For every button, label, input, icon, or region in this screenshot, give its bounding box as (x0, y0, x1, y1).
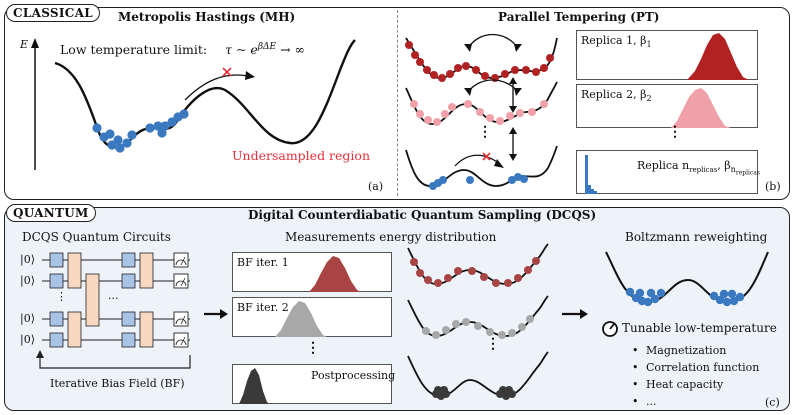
arrow-to-reweight-head (580, 309, 588, 319)
replica1-hist: Replica 1, β1 (576, 30, 758, 80)
observables-list: Magnetization Correlation function Heat … (632, 342, 759, 410)
replica1-label-sub: 1 (646, 40, 652, 50)
observable-more: ... (632, 393, 759, 410)
replica2-label: Replica 2, β2 (581, 88, 652, 103)
post-hist-chart (239, 368, 269, 404)
pt-replica2-landscape (405, 81, 558, 126)
observable-magnetization: Magnetization (632, 342, 759, 359)
energy-axis-arrow (31, 38, 39, 48)
low-temp-label: Low temperature limit: (60, 42, 208, 58)
mh-blocked-x-icon (222, 67, 232, 77)
ket-1: |0⟩ (20, 253, 35, 266)
gauge-icon (602, 321, 618, 337)
replica1-label-text: Replica 1, β (581, 34, 647, 47)
arrow-circuit-to-hist-head (220, 309, 228, 319)
classical-divider (397, 10, 398, 196)
replica2-label-text: Replica 2, β (581, 88, 647, 101)
replica1-label: Replica 1, β1 (581, 34, 652, 49)
panel-label-a: (a) (368, 180, 384, 193)
panel-label-c: (c) (765, 396, 780, 409)
ket-3: |0⟩ (20, 312, 35, 325)
pt-hist-dots: ⋮ (668, 124, 682, 140)
low-temp-tail: → ∞ (280, 42, 305, 58)
post-label: Postprocessing (311, 369, 396, 382)
undersampled-label: Undersampled region (232, 148, 371, 163)
bf1-hist: BF iter. 1 (232, 252, 392, 292)
measurements-heading: Measurements energy distribution (285, 230, 497, 244)
post-hist: Postprocessing (232, 364, 396, 404)
replica2-hist: Replica 2, β2 (576, 84, 758, 128)
low-temp-formula: τ ~ e (225, 42, 258, 58)
classical-tag: CLASSICAL (6, 4, 100, 22)
mh-jump-arrow (184, 74, 249, 101)
bf1-label: BF iter. 1 (237, 256, 289, 269)
mh-particles (92, 109, 189, 153)
feedback-label: Iterative Bias Field (BF) (50, 377, 185, 390)
circuit-measure-icon (173, 252, 189, 348)
mh-jump-arrowhead (245, 71, 255, 80)
pt-replican-landscape (405, 145, 558, 190)
low-temp-exp: βΔE (257, 42, 277, 52)
bf2-hist-chart (275, 301, 327, 337)
replican-hist-chart (585, 155, 597, 194)
replican-label-sub: replicas (689, 166, 718, 175)
pt-vertical-dots: ⋮ (478, 124, 492, 140)
bf2-label: BF iter. 2 (237, 301, 289, 314)
q-landscape-post (407, 351, 549, 400)
hist-vdots: ⋮ (306, 340, 320, 356)
pt-replica1-landscape (405, 37, 558, 82)
feedback-arrowhead (36, 350, 44, 358)
replican-label-text: Replica n (637, 159, 690, 172)
feedback-loop (39, 355, 191, 369)
ket-4: |0⟩ (20, 333, 35, 346)
mh-title: Metropolis Hastings (MH) (118, 10, 296, 24)
replica1-hist-chart (687, 33, 749, 80)
energy-axis-label: E (20, 38, 29, 51)
ket-2: |0⟩ (20, 274, 35, 287)
pt-title: Parallel Tempering (PT) (498, 10, 660, 24)
replica2-hist-chart (671, 88, 731, 128)
observable-heat-capacity: Heat capacity (632, 376, 759, 393)
reweighting-heading: Boltzmann reweighting (625, 230, 768, 244)
q-landscape-vdots: ⋮ (486, 336, 500, 352)
replican-label: Replica nreplicas, βnreplicas (637, 159, 760, 177)
replican-beta-sub: n (730, 165, 736, 175)
circuits-heading: DCQS Quantum Circuits (22, 230, 171, 244)
pt-swap-arrowheads (464, 44, 522, 161)
panel-label-b: (b) (765, 180, 781, 193)
dcqs-title: Digital Counterdiabatic Quantum Sampling… (248, 208, 597, 222)
q-landscape-bf1 (407, 243, 549, 287)
bf1-hist-chart (309, 256, 361, 292)
circuit-gates-peach (67, 252, 154, 348)
circuit-hdots: ... (108, 289, 119, 302)
classical-panel (4, 7, 790, 200)
observable-correlation: Correlation function (632, 359, 759, 376)
q-landscape-bf2 (407, 295, 549, 339)
replican-beta-subsub: replicas (735, 169, 760, 177)
replica2-label-sub: 2 (646, 94, 652, 104)
circuit-vdots: ⋮ (56, 290, 67, 303)
replican-hist: Replica nreplicas, βnreplicas (576, 150, 760, 194)
replican-beta: , β (717, 159, 731, 172)
tunable-label: Tunable low-temperature (622, 321, 777, 335)
quantum-tag: QUANTUM (6, 204, 96, 222)
low-temp-text: Low temperature limit: τ ~ eβΔE → ∞ (60, 42, 305, 57)
bf2-hist: BF iter. 2 (232, 297, 392, 337)
circuit-gates-blue (49, 252, 136, 348)
